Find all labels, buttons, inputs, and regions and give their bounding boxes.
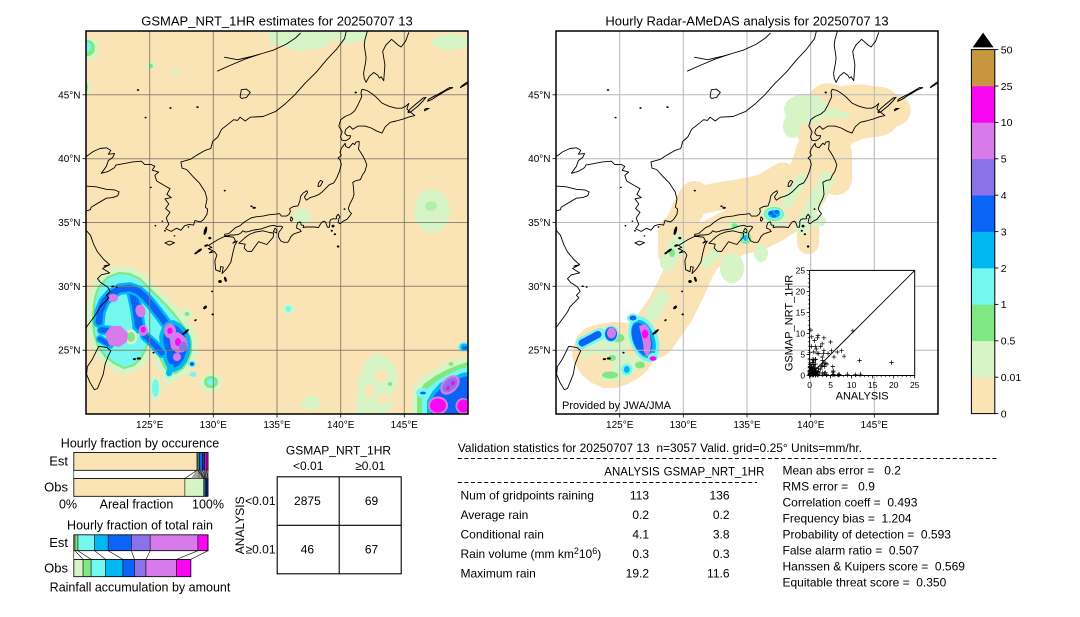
svg-text:0.2: 0.2 <box>713 508 730 522</box>
svg-text:1: 1 <box>1001 299 1007 311</box>
svg-text:0.01: 0.01 <box>1001 372 1022 384</box>
svg-text:140°E: 140°E <box>327 420 355 431</box>
svg-text:0%: 0% <box>59 498 77 512</box>
svg-text:15: 15 <box>868 380 878 390</box>
svg-text:Hourly fraction by occurence: Hourly fraction by occurence <box>61 437 219 451</box>
svg-text:67: 67 <box>365 543 379 557</box>
svg-text:15: 15 <box>796 307 806 317</box>
svg-text:Hourly fraction of total rain: Hourly fraction of total rain <box>67 519 213 533</box>
svg-text:False alarm ratio = 0.507: False alarm ratio = 0.507 <box>783 543 920 557</box>
svg-text:3: 3 <box>1001 226 1007 238</box>
svg-text:Est: Est <box>49 535 68 550</box>
svg-text:25: 25 <box>796 265 806 275</box>
svg-text:35°N: 35°N <box>528 218 550 229</box>
svg-text:0.3: 0.3 <box>713 547 730 561</box>
svg-text:40°N: 40°N <box>528 154 550 165</box>
svg-text:0: 0 <box>807 380 812 390</box>
svg-text:Rain volume (mm km2106): Rain volume (mm km2106) <box>461 546 602 561</box>
svg-text:2: 2 <box>1001 263 1007 275</box>
svg-text:Hanssen & Kuipers score = 0.5: Hanssen & Kuipers score = 0.569 <box>783 559 966 573</box>
svg-text:2875: 2875 <box>294 494 321 508</box>
svg-text:20: 20 <box>889 380 899 390</box>
svg-text:50: 50 <box>1001 44 1013 56</box>
svg-text:25°N: 25°N <box>58 346 80 357</box>
svg-text:5: 5 <box>800 350 805 360</box>
svg-text:<0.01: <0.01 <box>245 494 276 508</box>
svg-text:ANALYSIS: ANALYSIS <box>604 467 660 479</box>
svg-text:135°E: 135°E <box>263 420 291 431</box>
svg-text:0.5: 0.5 <box>1001 336 1016 348</box>
svg-text:GSMAP_NRT_1HR: GSMAP_NRT_1HR <box>286 444 391 458</box>
svg-text:45°N: 45°N <box>58 90 80 101</box>
svg-text:69: 69 <box>365 494 379 508</box>
svg-text:0: 0 <box>1001 408 1007 420</box>
svg-text:Average rain: Average rain <box>461 508 529 522</box>
svg-text:3.8: 3.8 <box>713 527 730 541</box>
svg-text:19.2: 19.2 <box>626 566 650 580</box>
svg-text:130°E: 130°E <box>200 420 228 431</box>
svg-text:10: 10 <box>796 329 806 339</box>
svg-text:Correlation coeff = 0.493: Correlation coeff = 0.493 <box>783 495 918 509</box>
svg-text:GSMAP_NRT_1HR: GSMAP_NRT_1HR <box>664 467 765 479</box>
svg-text:10: 10 <box>1001 117 1013 129</box>
svg-text:10: 10 <box>847 380 857 390</box>
svg-text:30°N: 30°N <box>58 282 80 293</box>
svg-text:Mean abs error = 0.2: Mean abs error = 0.2 <box>783 463 902 477</box>
svg-text:RMS error = 0.9: RMS error = 0.9 <box>783 479 876 493</box>
svg-text:135°E: 135°E <box>733 420 761 431</box>
svg-text:5: 5 <box>1001 154 1007 166</box>
svg-text:100%: 100% <box>192 498 224 512</box>
svg-text:145°E: 145°E <box>391 420 419 431</box>
svg-text:46: 46 <box>301 543 315 557</box>
svg-text:ANALYSIS: ANALYSIS <box>836 391 889 403</box>
svg-text:Validation statistics for 2025: Validation statistics for 20250707 13 n=… <box>458 441 862 455</box>
svg-text:25: 25 <box>910 380 920 390</box>
svg-text:113: 113 <box>630 489 649 503</box>
svg-text:Probability of detection = 0.: Probability of detection = 0.593 <box>783 527 952 541</box>
svg-text:130°E: 130°E <box>670 420 698 431</box>
svg-text:Est: Est <box>49 454 68 469</box>
svg-text:Conditional rain: Conditional rain <box>461 527 544 541</box>
svg-text:Hourly Radar-AMeDAS analysis f: Hourly Radar-AMeDAS analysis for 2025070… <box>605 14 888 29</box>
svg-text:4.1: 4.1 <box>632 527 649 541</box>
svg-text:0.2: 0.2 <box>632 508 649 522</box>
svg-text:Equitable threat score = 0.35: Equitable threat score = 0.350 <box>783 575 947 589</box>
svg-text:<0.01: <0.01 <box>293 459 324 473</box>
svg-text:125°E: 125°E <box>136 420 164 431</box>
svg-text:Areal fraction: Areal fraction <box>100 498 174 512</box>
svg-text:30°N: 30°N <box>528 282 550 293</box>
svg-text:Num of gridpoints raining: Num of gridpoints raining <box>461 489 594 503</box>
svg-text:Provided by JWA/JMA: Provided by JWA/JMA <box>562 400 672 412</box>
svg-text:4: 4 <box>1001 190 1007 202</box>
svg-text:0: 0 <box>800 371 805 381</box>
svg-text:Obs: Obs <box>44 480 68 495</box>
svg-text:136: 136 <box>709 489 729 503</box>
svg-text:25°N: 25°N <box>528 346 550 357</box>
svg-text:≥0.01: ≥0.01 <box>246 543 276 557</box>
svg-text:ANALYSIS: ANALYSIS <box>233 496 247 554</box>
svg-text:140°E: 140°E <box>797 420 825 431</box>
svg-text:145°E: 145°E <box>861 420 889 431</box>
svg-text:GSMAP_NRT_1HR: GSMAP_NRT_1HR <box>784 275 796 371</box>
svg-text:20: 20 <box>796 286 806 296</box>
svg-text:35°N: 35°N <box>58 218 80 229</box>
svg-text:25: 25 <box>1001 81 1013 93</box>
svg-text:Maximum rain: Maximum rain <box>461 566 536 580</box>
svg-text:≥0.01: ≥0.01 <box>355 459 385 473</box>
svg-text:125°E: 125°E <box>606 420 634 431</box>
svg-text:11.6: 11.6 <box>707 566 730 580</box>
svg-text:45°N: 45°N <box>528 90 550 101</box>
svg-text:40°N: 40°N <box>58 154 80 165</box>
svg-text:Rainfall accumulation by amoun: Rainfall accumulation by amount <box>50 581 231 595</box>
svg-text:Obs: Obs <box>44 561 68 576</box>
svg-text:Frequency bias = 1.204: Frequency bias = 1.204 <box>783 511 912 525</box>
svg-text:GSMAP_NRT_1HR estimates for 20: GSMAP_NRT_1HR estimates for 20250707 13 <box>141 14 412 29</box>
svg-text:0.3: 0.3 <box>632 547 649 561</box>
svg-text:5: 5 <box>828 380 833 390</box>
